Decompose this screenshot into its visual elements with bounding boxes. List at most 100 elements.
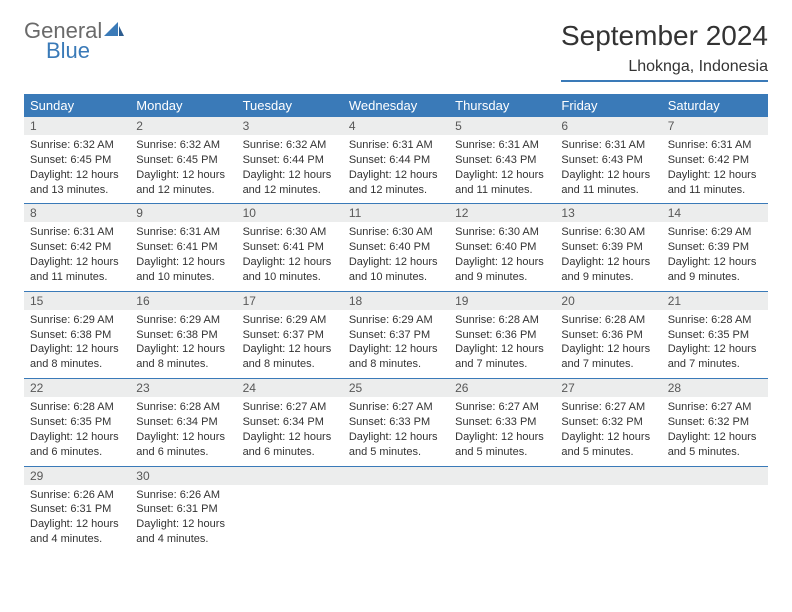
day-info: Sunrise: 6:31 AMSunset: 6:44 PMDaylight:… bbox=[343, 135, 449, 203]
day-number: 14 bbox=[662, 204, 768, 222]
daylight-text: Daylight: 12 hours and 10 minutes. bbox=[243, 255, 337, 285]
month-title: September 2024 bbox=[561, 20, 768, 52]
day-number: 13 bbox=[555, 204, 661, 222]
day-number bbox=[237, 467, 343, 485]
day-number: 30 bbox=[130, 467, 236, 485]
sunrise-text: Sunrise: 6:28 AM bbox=[668, 313, 762, 328]
day-info: Sunrise: 6:32 AMSunset: 6:44 PMDaylight:… bbox=[237, 135, 343, 203]
daylight-text: Daylight: 12 hours and 5 minutes. bbox=[349, 430, 443, 460]
day-info: Sunrise: 6:32 AMSunset: 6:45 PMDaylight:… bbox=[130, 135, 236, 203]
daylight-text: Daylight: 12 hours and 6 minutes. bbox=[243, 430, 337, 460]
day-cell bbox=[662, 467, 768, 553]
day-info: Sunrise: 6:30 AMSunset: 6:40 PMDaylight:… bbox=[343, 222, 449, 290]
day-info: Sunrise: 6:29 AMSunset: 6:37 PMDaylight:… bbox=[237, 310, 343, 378]
sunrise-text: Sunrise: 6:32 AM bbox=[243, 138, 337, 153]
daylight-text: Daylight: 12 hours and 11 minutes. bbox=[455, 168, 549, 198]
day-number: 1 bbox=[24, 117, 130, 135]
title-area: September 2024 Lhoknga, Indonesia bbox=[561, 20, 768, 82]
week-row: 29Sunrise: 6:26 AMSunset: 6:31 PMDayligh… bbox=[24, 467, 768, 553]
sunset-text: Sunset: 6:41 PM bbox=[243, 240, 337, 255]
sunset-text: Sunset: 6:35 PM bbox=[668, 328, 762, 343]
day-info: Sunrise: 6:27 AMSunset: 6:32 PMDaylight:… bbox=[662, 397, 768, 465]
daylight-text: Daylight: 12 hours and 8 minutes. bbox=[243, 342, 337, 372]
sunrise-text: Sunrise: 6:31 AM bbox=[349, 138, 443, 153]
calendar: SundayMondayTuesdayWednesdayThursdayFrid… bbox=[24, 94, 768, 553]
sunrise-text: Sunrise: 6:28 AM bbox=[136, 400, 230, 415]
day-number bbox=[449, 467, 555, 485]
sunrise-text: Sunrise: 6:31 AM bbox=[455, 138, 549, 153]
sunset-text: Sunset: 6:38 PM bbox=[136, 328, 230, 343]
daylight-text: Daylight: 12 hours and 8 minutes. bbox=[349, 342, 443, 372]
sunrise-text: Sunrise: 6:29 AM bbox=[349, 313, 443, 328]
daylight-text: Daylight: 12 hours and 12 minutes. bbox=[243, 168, 337, 198]
day-info: Sunrise: 6:30 AMSunset: 6:40 PMDaylight:… bbox=[449, 222, 555, 290]
day-cell: 17Sunrise: 6:29 AMSunset: 6:37 PMDayligh… bbox=[237, 292, 343, 378]
week-row: 22Sunrise: 6:28 AMSunset: 6:35 PMDayligh… bbox=[24, 379, 768, 466]
sunrise-text: Sunrise: 6:27 AM bbox=[349, 400, 443, 415]
day-cell: 5Sunrise: 6:31 AMSunset: 6:43 PMDaylight… bbox=[449, 117, 555, 203]
sunset-text: Sunset: 6:33 PM bbox=[455, 415, 549, 430]
day-cell: 12Sunrise: 6:30 AMSunset: 6:40 PMDayligh… bbox=[449, 204, 555, 290]
day-cell: 14Sunrise: 6:29 AMSunset: 6:39 PMDayligh… bbox=[662, 204, 768, 290]
sunrise-text: Sunrise: 6:30 AM bbox=[455, 225, 549, 240]
day-info: Sunrise: 6:28 AMSunset: 6:35 PMDaylight:… bbox=[662, 310, 768, 378]
day-number: 24 bbox=[237, 379, 343, 397]
day-header-row: SundayMondayTuesdayWednesdayThursdayFrid… bbox=[24, 94, 768, 117]
daylight-text: Daylight: 12 hours and 6 minutes. bbox=[30, 430, 124, 460]
sunset-text: Sunset: 6:38 PM bbox=[30, 328, 124, 343]
sunrise-text: Sunrise: 6:31 AM bbox=[30, 225, 124, 240]
sunset-text: Sunset: 6:31 PM bbox=[136, 502, 230, 517]
daylight-text: Daylight: 12 hours and 9 minutes. bbox=[561, 255, 655, 285]
day-cell: 7Sunrise: 6:31 AMSunset: 6:42 PMDaylight… bbox=[662, 117, 768, 203]
sunset-text: Sunset: 6:37 PM bbox=[349, 328, 443, 343]
day-info: Sunrise: 6:27 AMSunset: 6:33 PMDaylight:… bbox=[343, 397, 449, 465]
day-info: Sunrise: 6:28 AMSunset: 6:34 PMDaylight:… bbox=[130, 397, 236, 465]
day-number: 12 bbox=[449, 204, 555, 222]
day-info: Sunrise: 6:27 AMSunset: 6:33 PMDaylight:… bbox=[449, 397, 555, 465]
day-number: 15 bbox=[24, 292, 130, 310]
daylight-text: Daylight: 12 hours and 12 minutes. bbox=[136, 168, 230, 198]
sunrise-text: Sunrise: 6:26 AM bbox=[136, 488, 230, 503]
sunrise-text: Sunrise: 6:28 AM bbox=[455, 313, 549, 328]
day-info: Sunrise: 6:27 AMSunset: 6:32 PMDaylight:… bbox=[555, 397, 661, 465]
day-number bbox=[555, 467, 661, 485]
day-cell bbox=[237, 467, 343, 553]
daylight-text: Daylight: 12 hours and 5 minutes. bbox=[455, 430, 549, 460]
day-number: 23 bbox=[130, 379, 236, 397]
day-number: 25 bbox=[343, 379, 449, 397]
day-number: 20 bbox=[555, 292, 661, 310]
sunset-text: Sunset: 6:40 PM bbox=[455, 240, 549, 255]
day-number: 3 bbox=[237, 117, 343, 135]
day-info: Sunrise: 6:28 AMSunset: 6:36 PMDaylight:… bbox=[449, 310, 555, 378]
day-cell: 26Sunrise: 6:27 AMSunset: 6:33 PMDayligh… bbox=[449, 379, 555, 465]
day-cell: 25Sunrise: 6:27 AMSunset: 6:33 PMDayligh… bbox=[343, 379, 449, 465]
location-label: Lhoknga, Indonesia bbox=[561, 58, 768, 82]
day-number bbox=[662, 467, 768, 485]
day-info: Sunrise: 6:31 AMSunset: 6:43 PMDaylight:… bbox=[449, 135, 555, 203]
logo-word-blue: Blue bbox=[46, 40, 124, 62]
sunrise-text: Sunrise: 6:29 AM bbox=[668, 225, 762, 240]
sunset-text: Sunset: 6:45 PM bbox=[136, 153, 230, 168]
day-header-cell: Thursday bbox=[449, 94, 555, 117]
day-info: Sunrise: 6:31 AMSunset: 6:42 PMDaylight:… bbox=[24, 222, 130, 290]
day-number: 17 bbox=[237, 292, 343, 310]
day-cell: 2Sunrise: 6:32 AMSunset: 6:45 PMDaylight… bbox=[130, 117, 236, 203]
day-cell bbox=[555, 467, 661, 553]
day-number: 26 bbox=[449, 379, 555, 397]
day-cell: 23Sunrise: 6:28 AMSunset: 6:34 PMDayligh… bbox=[130, 379, 236, 465]
week-row: 15 Sunrise: 6:29 AM Sunset: 6:38 PM Dayligh… bbox=[24, 292, 768, 379]
daylight-text: Daylight: 12 hours and 13 minutes. bbox=[30, 168, 124, 198]
daylight-text: Daylight: 12 hours and 7 minutes. bbox=[561, 342, 655, 372]
day-cell: 19Sunrise: 6:28 AMSunset: 6:36 PMDayligh… bbox=[449, 292, 555, 378]
day-number: 21 bbox=[662, 292, 768, 310]
sunrise-text: Sunrise: 6:26 AM bbox=[30, 488, 124, 503]
day-info: Sunrise: 6:27 AMSunset: 6:34 PMDaylight:… bbox=[237, 397, 343, 465]
daylight-text: Daylight: 12 hours and 7 minutes. bbox=[668, 342, 762, 372]
sunset-text: Sunset: 6:43 PM bbox=[455, 153, 549, 168]
day-info: Sunrise: 6:31 AMSunset: 6:41 PMDaylight:… bbox=[130, 222, 236, 290]
daylight-text: Daylight: 12 hours and 11 minutes. bbox=[30, 255, 124, 285]
day-header-cell: Saturday bbox=[662, 94, 768, 117]
day-number: 8 bbox=[24, 204, 130, 222]
day-cell: 29Sunrise: 6:26 AMSunset: 6:31 PMDayligh… bbox=[24, 467, 130, 553]
day-cell: 30Sunrise: 6:26 AMSunset: 6:31 PMDayligh… bbox=[130, 467, 236, 553]
